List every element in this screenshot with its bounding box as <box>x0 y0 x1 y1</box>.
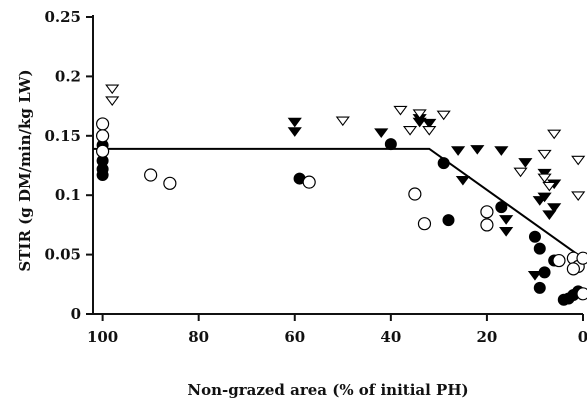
x-tick-label: 20 <box>476 328 497 346</box>
open-triangle-point <box>335 116 350 127</box>
filled-triangle-point <box>518 158 533 168</box>
x-tick-label: 100 <box>87 328 118 346</box>
open-triangle-point <box>547 129 562 140</box>
y-tick-label: 0.15 <box>44 127 81 145</box>
filled-circle-point <box>533 242 546 255</box>
filled-triangle-point <box>499 215 514 225</box>
filled-triangle-point <box>527 270 543 281</box>
filled-triangle-point <box>547 203 562 213</box>
y-tick-label: 0 <box>71 305 81 323</box>
open-circle-point <box>96 117 110 131</box>
open-circle-point <box>566 262 580 276</box>
data-points <box>96 84 587 306</box>
open-circle-point <box>302 175 316 189</box>
y-tick-label: 0.2 <box>55 67 81 85</box>
open-triangle-point <box>402 126 418 136</box>
fit-line <box>93 147 587 263</box>
filled-triangle-point <box>499 227 514 237</box>
open-circle-point <box>480 205 494 219</box>
filled-circle-point <box>437 157 450 170</box>
open-circle-point <box>96 144 110 158</box>
open-circle-point <box>163 176 177 190</box>
filled-triangle-point <box>374 128 389 139</box>
open-triangle-point <box>105 84 120 95</box>
open-circle-point <box>417 217 432 231</box>
open-triangle-point <box>513 167 528 178</box>
filled-triangle-point <box>451 146 466 156</box>
axes: 0 0.05 0.1 0.15 0.2 0.25 100 80 60 40 20 0 <box>44 8 587 346</box>
open-triangle-point <box>537 173 552 184</box>
open-circle-point <box>576 251 587 265</box>
open-triangle-point <box>105 96 120 106</box>
open-triangle-point <box>537 149 552 160</box>
open-circle-point <box>96 129 110 143</box>
open-circle-point <box>144 168 158 182</box>
filled-triangle-point <box>494 146 509 156</box>
filled-circle-point <box>442 214 455 227</box>
filled-triangle-point <box>422 118 437 129</box>
filled-triangle-point <box>470 145 485 155</box>
filled-triangle-point <box>287 127 302 137</box>
filled-triangle-point <box>532 196 547 206</box>
open-circle-point <box>480 218 494 232</box>
x-tick-label: 80 <box>188 328 209 346</box>
y-axis-title: STIR (g DM/min/kg LW) <box>16 69 34 271</box>
y-tick-label: 0.25 <box>44 8 81 26</box>
open-triangle-point <box>412 109 427 120</box>
fit-line-group <box>93 147 587 263</box>
x-axis-title: Non-grazed area (% of initial PH) <box>187 381 468 399</box>
open-circle-point <box>408 187 422 201</box>
filled-circle-point <box>96 169 109 182</box>
open-triangle-point <box>436 110 451 121</box>
y-tick-label: 0.1 <box>55 186 81 204</box>
open-triangle-point <box>393 105 408 116</box>
filled-triangle-point <box>455 175 470 186</box>
y-tick-label: 0.05 <box>44 246 81 264</box>
filled-triangle-point <box>542 210 557 221</box>
open-triangle-point <box>422 126 437 136</box>
open-circle-point <box>552 253 566 268</box>
open-triangle-point <box>571 191 586 202</box>
filled-circle-point <box>528 230 541 243</box>
filled-circle-point <box>533 281 546 294</box>
filled-triangle-point <box>537 168 552 179</box>
x-tick-label: 40 <box>380 328 401 346</box>
open-triangle-point <box>542 181 557 192</box>
filled-circle-point <box>384 138 397 151</box>
filled-triangle-point <box>287 117 302 128</box>
x-tick-label: 60 <box>284 328 305 346</box>
filled-circle-point <box>495 201 508 214</box>
open-circle-point <box>576 287 587 301</box>
open-triangle-point <box>571 155 586 166</box>
x-tick-label: 0 <box>578 328 587 346</box>
